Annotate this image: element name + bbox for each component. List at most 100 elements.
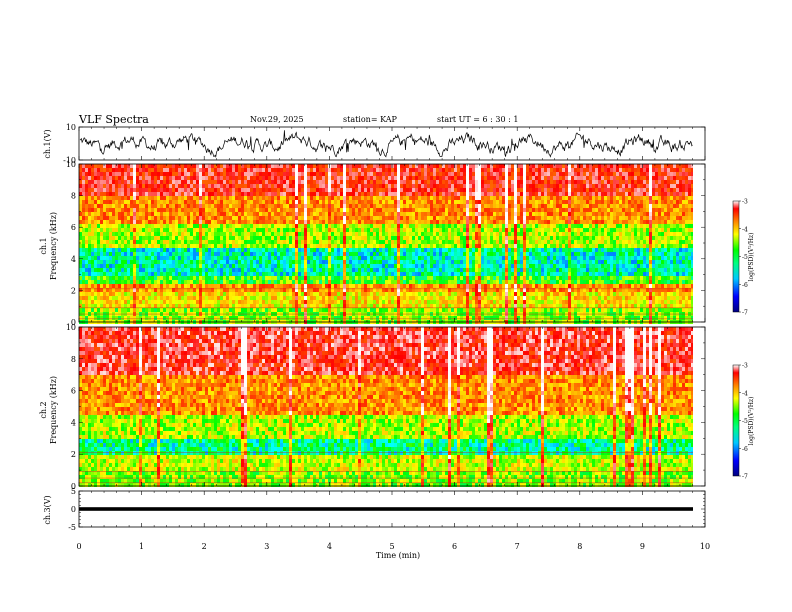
spectrogram-cell bbox=[133, 172, 136, 176]
spectrogram-cell bbox=[271, 236, 274, 240]
spectrogram-cell bbox=[346, 168, 349, 172]
spectrogram-cell bbox=[310, 164, 313, 168]
spectrogram-cell bbox=[274, 308, 277, 312]
spectrogram-cell bbox=[220, 316, 223, 320]
spectrogram-cell bbox=[139, 220, 142, 224]
spectrogram-cell bbox=[400, 304, 403, 308]
spectrogram-cell bbox=[148, 164, 151, 168]
spectrogram-cell bbox=[421, 236, 424, 240]
spectrogram-cell bbox=[109, 172, 112, 176]
spectrogram-cell bbox=[175, 220, 178, 224]
spectrogram-cell bbox=[268, 272, 271, 276]
spectrogram-cell bbox=[256, 204, 259, 208]
spectrogram-cell bbox=[409, 200, 412, 204]
spectrogram-cell bbox=[310, 236, 313, 240]
spectrogram-cell bbox=[94, 200, 97, 204]
spectrogram-cell bbox=[361, 276, 364, 280]
spectrogram-cell bbox=[139, 224, 142, 228]
spectrogram-cell bbox=[127, 172, 130, 176]
spectrogram-cell bbox=[271, 200, 274, 204]
spectrogram-cell bbox=[169, 272, 172, 276]
spectrogram-cell bbox=[133, 188, 136, 192]
spectrogram-cell bbox=[226, 288, 229, 292]
spectrogram-cell bbox=[442, 256, 445, 260]
spectrogram-cell bbox=[373, 248, 376, 252]
spectrogram-cell bbox=[241, 184, 244, 188]
spectrogram-cell bbox=[349, 220, 352, 224]
spectrogram-cell bbox=[109, 304, 112, 308]
spectrogram-cell bbox=[307, 236, 310, 240]
spectrogram-cell bbox=[346, 204, 349, 208]
spectrogram-cell bbox=[256, 224, 259, 228]
spectrogram-cell bbox=[376, 220, 379, 224]
spectrogram-cell bbox=[388, 280, 391, 284]
spectrogram-cell bbox=[97, 276, 100, 280]
spectrogram-cell bbox=[325, 224, 328, 228]
spectrogram-cell bbox=[280, 216, 283, 220]
spectrogram-cell bbox=[136, 252, 139, 256]
spectrogram-cell bbox=[136, 292, 139, 296]
date-label: Nov.29, 2025 bbox=[250, 115, 304, 124]
spectrogram-cell bbox=[241, 268, 244, 272]
spectrogram-cell bbox=[106, 292, 109, 296]
spectrogram-cell bbox=[217, 308, 220, 312]
spectrogram-cell bbox=[154, 212, 157, 216]
spectrogram-cell bbox=[253, 204, 256, 208]
spectrogram-cell bbox=[262, 164, 265, 168]
spectrogram-cell bbox=[433, 216, 436, 220]
spectrogram-cell bbox=[199, 204, 202, 208]
spectrogram-cell bbox=[118, 316, 121, 320]
spectrogram-cell bbox=[304, 296, 307, 300]
spectrogram-cell bbox=[322, 232, 325, 236]
spectrogram-cell bbox=[307, 180, 310, 184]
spectrogram-cell bbox=[274, 172, 277, 176]
spectrogram-cell bbox=[289, 248, 292, 252]
spectrogram-cell bbox=[184, 308, 187, 312]
spectrogram-cell bbox=[433, 172, 436, 176]
spectrogram-cell bbox=[214, 212, 217, 216]
spectrogram-cell bbox=[172, 212, 175, 216]
spectrogram-cell bbox=[163, 168, 166, 172]
spectrogram-cell bbox=[364, 208, 367, 212]
spectrogram-cell bbox=[235, 292, 238, 296]
spectrogram-cell bbox=[295, 232, 298, 236]
spectrogram-cell bbox=[199, 264, 202, 268]
spectrogram-cell bbox=[289, 172, 292, 176]
spectrogram-cell bbox=[376, 180, 379, 184]
spectrogram-cell bbox=[358, 304, 361, 308]
spectrogram-cell bbox=[280, 240, 283, 244]
spectrogram-cell bbox=[163, 300, 166, 304]
spectrogram-cell bbox=[145, 240, 148, 244]
spectrogram-cell bbox=[214, 280, 217, 284]
spectrogram-cell bbox=[292, 208, 295, 212]
spectrogram-cell bbox=[346, 300, 349, 304]
spectrogram-cell bbox=[253, 292, 256, 296]
spectrogram-cell bbox=[280, 176, 283, 180]
spectrogram-cell bbox=[418, 192, 421, 196]
spectrogram-cell bbox=[412, 216, 415, 220]
spectrogram-cell bbox=[403, 252, 406, 256]
spectrogram-cell bbox=[79, 316, 82, 320]
spectrogram-cell bbox=[415, 212, 418, 216]
spectrogram-cell bbox=[154, 232, 157, 236]
spectrogram-cell bbox=[226, 292, 229, 296]
spectrogram-cell bbox=[322, 256, 325, 260]
spectrogram-cell bbox=[181, 240, 184, 244]
spectrogram-cell bbox=[229, 228, 232, 232]
spectrogram-cell bbox=[202, 304, 205, 308]
spectrogram-cell bbox=[265, 168, 268, 172]
spectrogram-cell bbox=[286, 192, 289, 196]
spectrogram-cell bbox=[403, 208, 406, 212]
spectrogram-cell bbox=[193, 244, 196, 248]
spectrogram-cell bbox=[403, 268, 406, 272]
spectrogram-cell bbox=[184, 304, 187, 308]
spectrogram-cell bbox=[133, 180, 136, 184]
spectrogram-cell bbox=[364, 176, 367, 180]
spectrogram-cell bbox=[178, 292, 181, 296]
spectrogram-cell bbox=[406, 284, 409, 288]
spectrogram-cell bbox=[115, 200, 118, 204]
spectrogram-cell bbox=[433, 296, 436, 300]
spectrogram-cell bbox=[289, 308, 292, 312]
spectrogram-cell bbox=[319, 172, 322, 176]
spectrogram-cell bbox=[208, 264, 211, 268]
